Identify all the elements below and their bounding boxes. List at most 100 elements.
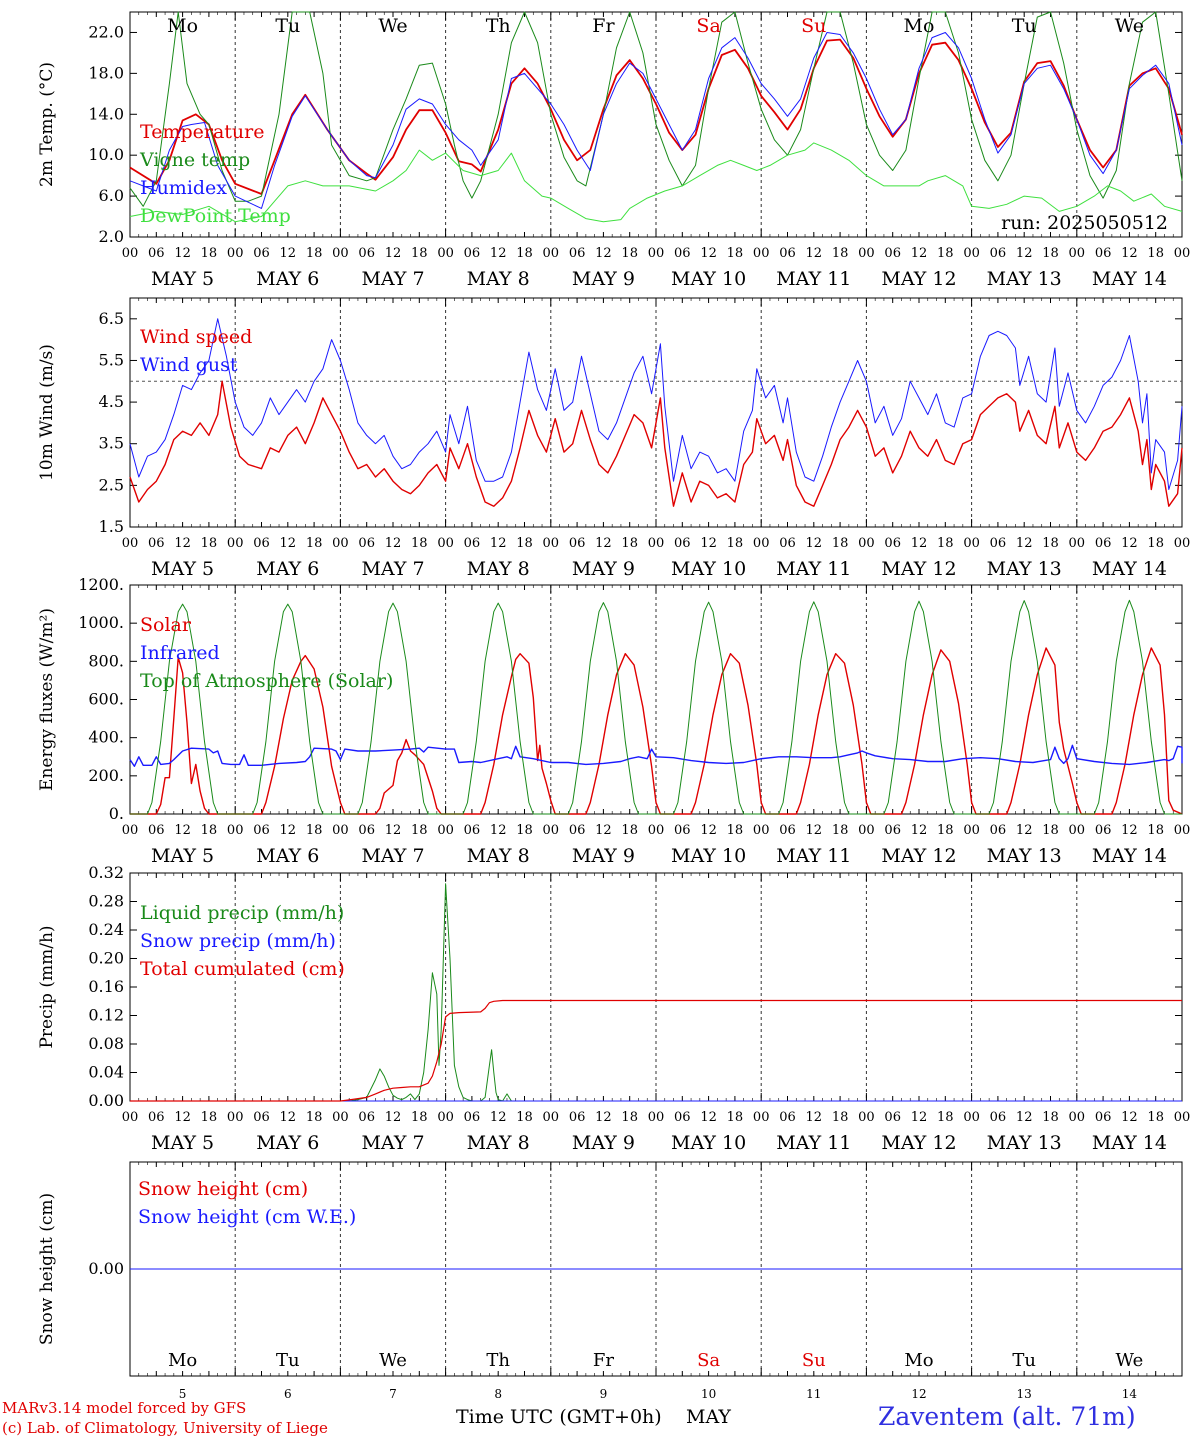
hour-label: 06 xyxy=(884,1110,901,1125)
hour-label: 06 xyxy=(358,536,375,551)
hour-label: 00 xyxy=(122,246,139,261)
date-label: MAY 8 xyxy=(467,845,530,867)
hour-label: 18 xyxy=(1147,246,1164,261)
date-label: MAY 9 xyxy=(572,558,635,580)
hour-label: 06 xyxy=(148,823,165,838)
hour-label: 00 xyxy=(332,246,349,261)
hour-label: 18 xyxy=(621,823,638,838)
hour-label: 06 xyxy=(779,1110,796,1125)
y-tick-label: 22.0 xyxy=(88,22,124,41)
hour-label: 06 xyxy=(884,246,901,261)
hour-label: 12 xyxy=(806,823,823,838)
weekday-label: Tu xyxy=(276,1350,300,1371)
day-number-label: 14 xyxy=(1122,1387,1138,1401)
hour-label: 06 xyxy=(148,1110,165,1125)
date-label: MAY 11 xyxy=(776,268,851,290)
legend-entry: Top of Atmosphere (Solar) xyxy=(140,670,393,692)
y-tick-label: 400. xyxy=(88,728,124,747)
hour-label: 06 xyxy=(779,823,796,838)
weekday-label: Sa xyxy=(696,15,720,37)
date-label: MAY 9 xyxy=(572,268,635,290)
y-tick-label: 0.20 xyxy=(88,949,124,968)
date-label: MAY 10 xyxy=(671,845,746,867)
hour-label: 00 xyxy=(543,246,560,261)
hour-label: 18 xyxy=(1147,536,1164,551)
hour-label: 12 xyxy=(1016,1110,1033,1125)
hour-label: 06 xyxy=(1095,536,1112,551)
hour-label: 18 xyxy=(1042,246,1059,261)
hour-label: 18 xyxy=(621,536,638,551)
hour-label: 18 xyxy=(306,536,323,551)
hour-label: 12 xyxy=(174,536,191,551)
hour-label: 18 xyxy=(306,823,323,838)
hour-label: 00 xyxy=(543,1110,560,1125)
date-label: MAY 13 xyxy=(987,1132,1062,1154)
date-label: MAY 5 xyxy=(151,845,214,867)
hour-label: 12 xyxy=(1121,823,1138,838)
weekday-label: Tu xyxy=(1012,15,1037,37)
hour-label: 00 xyxy=(753,536,770,551)
date-label: MAY 8 xyxy=(467,268,530,290)
y-tick-label: 1200. xyxy=(78,575,124,594)
legend-entry: Total cumulated (cm) xyxy=(140,958,345,980)
hour-label: 06 xyxy=(1095,823,1112,838)
hour-label: 12 xyxy=(490,536,507,551)
series-line xyxy=(130,999,1182,1102)
hour-label: 06 xyxy=(674,536,691,551)
hour-label: 12 xyxy=(595,246,612,261)
y-tick-label: 0.00 xyxy=(88,1091,124,1110)
hour-label: 00 xyxy=(858,823,875,838)
date-label: MAY 9 xyxy=(572,1132,635,1154)
hour-label: 06 xyxy=(253,823,270,838)
hour-label: 00 xyxy=(543,823,560,838)
hour-label: 12 xyxy=(1121,536,1138,551)
weekday-label: Fr xyxy=(593,1350,614,1371)
series-line xyxy=(129,142,1183,223)
hour-label: 12 xyxy=(806,1110,823,1125)
weekday-label: Mo xyxy=(167,15,198,37)
hour-label: 00 xyxy=(753,823,770,838)
hour-label: 00 xyxy=(227,1110,244,1125)
date-label: MAY 6 xyxy=(256,1132,319,1154)
y-tick-label: 6.5 xyxy=(99,309,124,328)
date-label: MAY 12 xyxy=(881,1132,956,1154)
hour-label: 00 xyxy=(648,246,665,261)
hour-label: 06 xyxy=(148,246,165,261)
hour-label: 06 xyxy=(990,1110,1007,1125)
hour-label: 06 xyxy=(779,536,796,551)
series-line xyxy=(129,318,1183,490)
hour-label: 00 xyxy=(753,1110,770,1125)
hour-label: 18 xyxy=(832,1110,849,1125)
hour-label: 06 xyxy=(884,823,901,838)
series-line xyxy=(129,32,1183,209)
hour-label: 12 xyxy=(174,823,191,838)
hour-label: 18 xyxy=(937,246,954,261)
date-label: MAY 12 xyxy=(881,558,956,580)
hour-label: 00 xyxy=(963,246,980,261)
date-label: MAY 11 xyxy=(776,845,851,867)
hour-label: 18 xyxy=(832,536,849,551)
date-label: MAY 7 xyxy=(361,1132,424,1154)
series-line xyxy=(129,380,1183,507)
day-number-label: 8 xyxy=(494,1387,502,1401)
y-tick-label: 0. xyxy=(109,804,124,823)
hour-label: 18 xyxy=(1042,536,1059,551)
y-tick-label: 4.5 xyxy=(99,392,124,411)
day-number-label: 9 xyxy=(600,1387,608,1401)
hour-label: 06 xyxy=(569,823,586,838)
weekday-label: Th xyxy=(486,15,511,37)
run-label: run: 2025050512 xyxy=(1001,212,1168,234)
y-tick-label: 2.0 xyxy=(99,227,124,246)
hour-label: 12 xyxy=(595,536,612,551)
date-label: MAY 14 xyxy=(1092,268,1167,290)
hour-label: 00 xyxy=(437,1110,454,1125)
hour-label: 00 xyxy=(963,823,980,838)
hour-label: 00 xyxy=(963,1110,980,1125)
date-label: MAY 11 xyxy=(776,558,851,580)
hour-label: 00 xyxy=(437,536,454,551)
date-label: MAY 12 xyxy=(881,845,956,867)
hour-label: 12 xyxy=(385,1110,402,1125)
day-number-label: 6 xyxy=(284,1387,292,1401)
hour-label: 12 xyxy=(280,536,297,551)
y-axis-title: Energy fluxes (W/m²) xyxy=(37,608,57,791)
